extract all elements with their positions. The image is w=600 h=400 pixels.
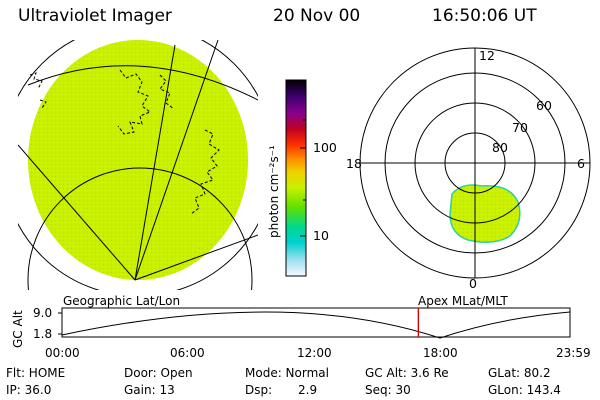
auroral-oval xyxy=(449,184,521,243)
mlt-label-6: 6 xyxy=(577,156,585,171)
info-gcalt: GC Alt: 3.6 Re xyxy=(365,366,449,380)
altitude-timeline: Geographic Lat/Lon Apex MLat/MLT 9.0 1.8… xyxy=(11,294,591,360)
info-dsp-value: 2.9 xyxy=(298,383,317,397)
image-date: 20 Nov 00 xyxy=(273,6,361,26)
info-flt: Flt: HOME xyxy=(6,366,65,380)
info-mode: Mode: Normal xyxy=(245,366,329,380)
mlat-label-80: 80 xyxy=(492,140,508,155)
info-dsp-label: Dsp: xyxy=(245,383,272,397)
mlat-label-60: 60 xyxy=(536,98,552,113)
timeline-ytick-high: 9.0 xyxy=(33,306,52,320)
coastline xyxy=(29,69,220,215)
auroral-emission-globe xyxy=(28,40,248,280)
info-glon: GLon: 143.4 xyxy=(488,383,561,397)
info-glat: GLat: 80.2 xyxy=(488,366,551,380)
info-seq: Seq: 30 xyxy=(365,383,411,397)
timeline-xtick-2359: 23:59 xyxy=(556,346,591,360)
color-bar: 100 10 photon cm⁻²s⁻¹ xyxy=(267,79,337,277)
mlt-label-18: 18 xyxy=(346,156,362,171)
timeline-ytick-low: 1.8 xyxy=(33,327,52,341)
colorbar-tick-100: 100 xyxy=(313,140,337,155)
timeline-right-caption: Apex MLat/MLT xyxy=(418,294,508,308)
mlt-label-0: 0 xyxy=(469,276,477,291)
mlat-label-70: 70 xyxy=(512,120,528,135)
colorbar-tick-10: 10 xyxy=(313,228,329,243)
geographic-globe xyxy=(18,40,258,290)
mlt-label-12: 12 xyxy=(479,48,495,63)
timeline-xtick-1200: 12:00 xyxy=(297,346,332,360)
info-ip: IP: 36.0 xyxy=(6,383,51,397)
image-title: Ultraviolet Imager xyxy=(18,6,172,26)
timeline-xtick-1800: 18:00 xyxy=(423,346,458,360)
status-info: Flt: HOME IP: 36.0 Door: Open Gain: 13 M… xyxy=(6,366,561,397)
timeline-xtick-0000: 00:00 xyxy=(45,346,80,360)
timeline-xtick-0600: 06:00 xyxy=(170,346,205,360)
timeline-ylabel: GC Alt xyxy=(11,310,25,348)
info-door: Door: Open xyxy=(124,366,193,380)
timeline-left-caption: Geographic Lat/Lon xyxy=(63,294,180,308)
colorbar-unit-label: photon cm⁻²s⁻¹ xyxy=(267,145,281,238)
image-time: 16:50:06 UT xyxy=(432,6,537,26)
info-gain: Gain: 13 xyxy=(124,383,175,397)
polar-plot: 12 18 6 0 60 70 80 xyxy=(346,47,591,291)
